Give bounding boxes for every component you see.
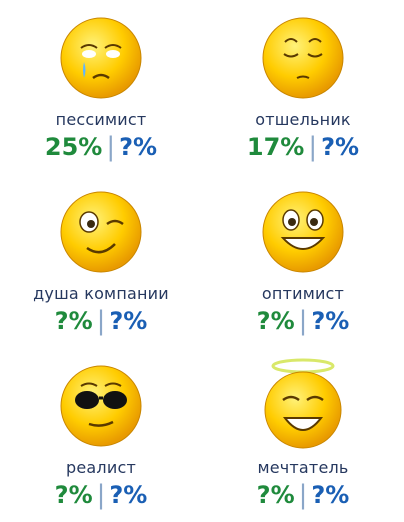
other-value: ?% bbox=[321, 133, 360, 161]
winking-face-icon bbox=[51, 180, 151, 280]
percent-value: 25% bbox=[44, 133, 103, 161]
sunglasses-face-icon bbox=[51, 354, 151, 454]
other-value: ?% bbox=[109, 307, 148, 335]
divider: | bbox=[96, 306, 106, 336]
score-row: ?% |?% bbox=[0, 306, 202, 336]
percent-value: 17% bbox=[246, 133, 305, 161]
other-value: ?% bbox=[311, 307, 350, 335]
type-label: пессимист bbox=[55, 110, 147, 129]
score-row: ?% |?% bbox=[0, 480, 202, 510]
other-value: ?% bbox=[119, 133, 158, 161]
divider: | bbox=[298, 480, 308, 510]
divider: | bbox=[106, 132, 116, 162]
crying-face-icon bbox=[51, 6, 151, 106]
type-card-dreamer[interactable]: мечтатель ?% |?% bbox=[202, 348, 404, 522]
other-value: ?% bbox=[311, 481, 350, 509]
type-label: душа компании bbox=[33, 284, 169, 303]
type-card-hermit[interactable]: отшельник 17% |?% bbox=[202, 0, 404, 174]
score-row: ?% |?% bbox=[202, 306, 404, 336]
type-label: отшельник bbox=[255, 110, 351, 129]
sleepy-face-icon bbox=[253, 6, 353, 106]
percent-value: ?% bbox=[256, 481, 295, 509]
score-row: 17% |?% bbox=[202, 132, 404, 162]
type-card-realist[interactable]: реалист ?% |?% bbox=[0, 348, 202, 522]
percent-value: ?% bbox=[54, 481, 93, 509]
type-card-life-of-party[interactable]: душа компании ?% |?% bbox=[0, 174, 202, 348]
percent-value: ?% bbox=[54, 307, 93, 335]
type-card-optimist[interactable]: оптимист ?% |?% bbox=[202, 174, 404, 348]
type-label: реалист bbox=[66, 458, 136, 477]
halo-face-icon bbox=[253, 354, 353, 454]
divider: | bbox=[308, 132, 318, 162]
grinning-face-icon bbox=[253, 180, 353, 280]
score-row: ?% |?% bbox=[202, 480, 404, 510]
type-label: оптимист bbox=[261, 284, 345, 303]
score-row: 25% |?% bbox=[0, 132, 202, 162]
type-card-pessimist[interactable]: пессимист 25% |?% bbox=[0, 0, 202, 174]
other-value: ?% bbox=[109, 481, 148, 509]
divider: | bbox=[96, 480, 106, 510]
percent-value: ?% bbox=[256, 307, 295, 335]
type-label: мечтатель bbox=[257, 458, 349, 477]
divider: | bbox=[298, 306, 308, 336]
